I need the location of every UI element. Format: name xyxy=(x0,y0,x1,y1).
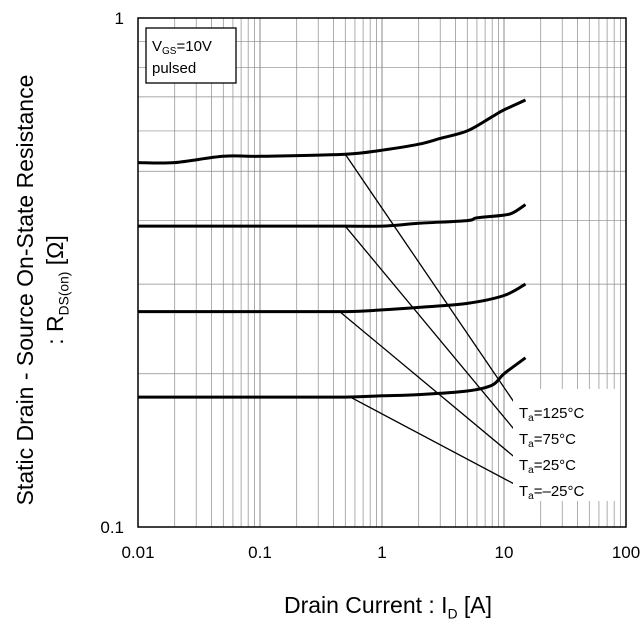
y-tick-label: 1 xyxy=(115,9,124,28)
leader-line xyxy=(339,311,519,461)
conditions-line2: pulsed xyxy=(152,60,196,77)
legend-label: Ta=75°C xyxy=(519,431,576,450)
chart-series-group xyxy=(137,98,527,399)
conditions-line1: VGS=10V xyxy=(152,38,212,57)
x-tick-label: 0.01 xyxy=(121,543,154,562)
leader-line xyxy=(344,153,519,409)
leader-line xyxy=(344,225,519,435)
chart-leader-lines xyxy=(339,153,519,487)
tick-labels: 0.01 0.1 1 10 100 1 0.1 xyxy=(100,9,640,562)
conditions-box-frame xyxy=(145,27,237,84)
series-line xyxy=(137,203,527,228)
legend-label: Ta=25°C xyxy=(519,457,576,476)
legend-label: Ta=–25°C xyxy=(519,483,585,502)
leader-line xyxy=(350,396,519,487)
plot-frame xyxy=(137,17,627,528)
legend-background xyxy=(513,389,617,501)
series-line xyxy=(138,282,527,314)
x-tick-label: 100 xyxy=(612,543,640,562)
y-axis-label-line2: : RDS(on) [Ω] xyxy=(42,235,72,345)
series-line xyxy=(137,98,527,165)
chart-grid xyxy=(137,18,626,528)
y-tick-label: 0.1 xyxy=(100,518,124,537)
y-axis-label-line1: Static Drain - Source On-State Resistanc… xyxy=(12,74,38,506)
legend: Ta=125°C Ta=75°C Ta=25°C Ta=–25°C xyxy=(513,389,617,502)
legend-label: Ta=125°C xyxy=(519,405,585,424)
x-tick-label: 1 xyxy=(377,543,386,562)
x-tick-label: 10 xyxy=(495,543,514,562)
x-tick-label: 0.1 xyxy=(248,543,272,562)
conditions-box: VGS=10V pulsed xyxy=(145,27,237,84)
y-axis-label: Static Drain - Source On-State Resistanc… xyxy=(10,0,100,560)
x-axis-label: Drain Current : ID [A] xyxy=(283,592,493,622)
